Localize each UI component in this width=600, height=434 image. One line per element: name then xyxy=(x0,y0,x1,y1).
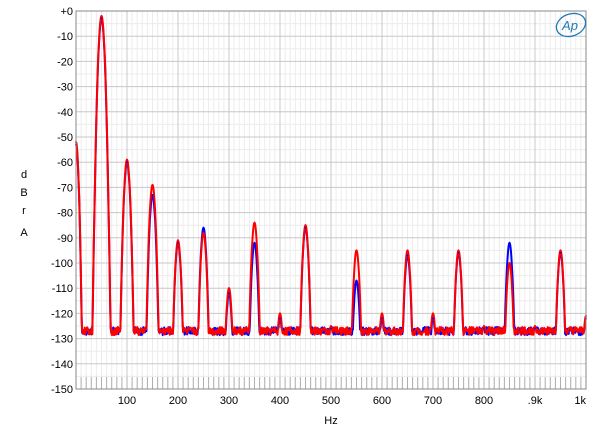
peak-point xyxy=(253,241,256,244)
series-layer xyxy=(75,15,587,337)
peak-point xyxy=(381,317,383,320)
x-tick-label: 600 xyxy=(373,395,391,407)
x-tick-label: .9k xyxy=(528,395,543,407)
peak-point xyxy=(381,312,383,315)
peak-point xyxy=(508,262,511,264)
y-axis-tick-labels: +0 -10 -20 -30 -40 -50 -60 -70 -80 -90 -100 -110 -12… xyxy=(51,6,73,396)
x-tick-label: 300 xyxy=(220,395,238,407)
peak-point xyxy=(177,239,179,242)
peak-point xyxy=(177,241,179,244)
minor-gridlines xyxy=(76,11,586,389)
y-tick-label: -40 xyxy=(57,107,73,119)
y-tick-label: -150 xyxy=(51,384,73,396)
peak-point xyxy=(100,17,103,20)
y-tick-label: +0 xyxy=(60,6,73,18)
x-tick-label: 700 xyxy=(424,395,442,407)
y-tick-label: -140 xyxy=(51,359,73,371)
y-tick-label: -30 xyxy=(57,82,73,94)
peak-point xyxy=(457,249,460,252)
peak-point xyxy=(100,15,103,17)
peak-point xyxy=(202,226,205,229)
peak-point xyxy=(457,252,460,254)
peak-point xyxy=(483,325,485,327)
peak-point xyxy=(330,325,332,327)
peak-point xyxy=(406,254,409,257)
x-tick-label: 800 xyxy=(475,395,493,407)
x-axis-tick-labels: 100 200 300 400 500 600 700 800 .9k 1k xyxy=(118,395,587,407)
ap-logo-text: Ap xyxy=(561,18,578,33)
peak-point xyxy=(355,249,358,252)
y-tick-label: -120 xyxy=(51,308,73,320)
peak-point xyxy=(559,249,562,252)
peak-point xyxy=(432,317,434,320)
y-tick-label: -80 xyxy=(57,208,73,220)
peak-point xyxy=(279,317,281,320)
y-tick-label: -50 xyxy=(57,132,73,144)
peak-point xyxy=(228,292,230,295)
peak-point xyxy=(304,224,307,227)
peak-point xyxy=(508,241,511,244)
peak-point xyxy=(151,183,154,186)
peak-point xyxy=(355,279,358,282)
y-tick-label: -10 xyxy=(57,31,73,43)
peak-point xyxy=(126,161,128,164)
peak-point xyxy=(304,226,307,229)
x-tick-label: 1k xyxy=(574,395,586,407)
x-tick-label: 200 xyxy=(169,395,187,407)
peak-point xyxy=(432,312,434,315)
peak-point xyxy=(253,221,256,224)
peak-point xyxy=(534,325,536,327)
peak-point xyxy=(406,249,409,252)
plot-frame xyxy=(75,10,587,390)
x-tick-label: 500 xyxy=(322,395,340,407)
ap-logo: Ap xyxy=(555,12,587,38)
peak-point xyxy=(534,327,536,330)
y-tick-label: -100 xyxy=(51,258,73,270)
y-axis-title-letter: r xyxy=(22,205,26,217)
x-tick-label: 400 xyxy=(271,395,289,407)
peak-point xyxy=(330,327,332,330)
y-tick-label: -60 xyxy=(57,157,73,169)
y-axis-title-letter: d xyxy=(21,169,27,181)
y-tick-label: -20 xyxy=(57,56,73,68)
y-axis-title-letter: A xyxy=(20,227,28,239)
peak-point xyxy=(279,312,281,315)
y-tick-label: -130 xyxy=(51,334,73,346)
peak-point xyxy=(483,327,485,330)
y-tick-label: -70 xyxy=(57,182,73,194)
peak-point xyxy=(126,158,128,161)
y-tick-label: -110 xyxy=(52,283,73,295)
x-axis-title: Hz xyxy=(324,415,337,427)
peak-point xyxy=(228,287,230,290)
x-tick-label: 100 xyxy=(118,395,136,407)
ap-logo-ring xyxy=(555,12,587,38)
x-minor-ticks xyxy=(80,377,582,389)
y-tick-label: -90 xyxy=(57,233,73,245)
y-axis-title-letter: B xyxy=(20,187,27,199)
peak-point xyxy=(202,231,205,234)
peak-point xyxy=(559,252,562,254)
peak-point xyxy=(151,194,154,196)
